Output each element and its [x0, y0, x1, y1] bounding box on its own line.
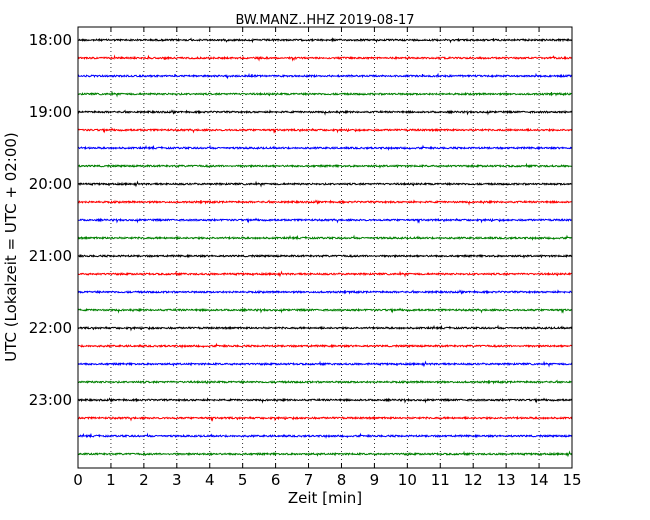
y-ticks: 18:00 19:00 20:00 21:00 22:00 23:00	[29, 31, 572, 409]
x-tick-label: 15	[562, 471, 581, 489]
x-tick-label: 12	[464, 471, 483, 489]
trace-2130	[77, 289, 573, 295]
x-ticks: 0 1 2 3 4 5 6 7 8 9 10 11 12 13 14 15	[73, 27, 582, 489]
trace-2015	[77, 199, 573, 206]
x-tick-label: 3	[172, 471, 182, 489]
trace-lines	[77, 37, 573, 458]
trace-1830	[77, 72, 573, 80]
trace-2200	[77, 324, 573, 332]
trace-1900	[77, 109, 573, 116]
x-tick-label: 4	[205, 471, 215, 489]
trace-2345	[77, 450, 573, 458]
x-tick-label: 0	[73, 471, 83, 489]
trace-2100	[77, 253, 573, 259]
trace-2245	[77, 379, 573, 385]
chart-title: BW.MANZ..HHZ 2019-08-17	[235, 13, 414, 28]
plot-background	[78, 27, 572, 468]
plot-frame	[77, 26, 573, 469]
trace-2330	[77, 432, 573, 439]
x-tick-label: 10	[398, 471, 417, 489]
x-tick-label: 13	[497, 471, 516, 489]
trace-1915	[77, 127, 573, 134]
trace-2000	[77, 180, 573, 188]
trace-1930	[77, 144, 572, 151]
x-tick-label: 11	[431, 471, 450, 489]
trace-1815	[77, 54, 573, 62]
trace-2230	[77, 360, 573, 368]
trace-1845	[77, 90, 573, 98]
trace-2115	[77, 270, 573, 278]
x-tick-label: 6	[271, 471, 281, 489]
x-axis-label: Zeit [min]	[288, 489, 362, 507]
trace-2030	[77, 217, 573, 224]
y-tick-label: 23:00	[29, 391, 72, 409]
x-tick-label: 14	[530, 471, 549, 489]
y-axis-label: UTC (Lokalzeit = UTC + 02:00)	[2, 132, 20, 362]
trace-2215	[77, 342, 573, 349]
vertical-grid	[110, 27, 540, 468]
x-tick-label: 1	[106, 471, 116, 489]
x-tick-label: 9	[370, 471, 380, 489]
y-tick-label: 20:00	[29, 175, 72, 193]
y-tick-label: 18:00	[29, 31, 72, 49]
trace-2045	[77, 234, 573, 241]
trace-2315	[77, 415, 572, 422]
trace-1800	[77, 37, 573, 44]
trace-2145	[77, 307, 573, 314]
x-tick-label: 5	[238, 471, 248, 489]
trace-2300	[77, 397, 573, 404]
x-tick-label: 8	[337, 471, 347, 489]
x-tick-label: 7	[304, 471, 314, 489]
y-tick-label: 22:00	[29, 319, 72, 337]
trace-1945	[77, 162, 573, 169]
y-tick-label: 21:00	[29, 247, 72, 265]
y-tick-label: 19:00	[29, 103, 72, 121]
x-tick-label: 2	[139, 471, 149, 489]
